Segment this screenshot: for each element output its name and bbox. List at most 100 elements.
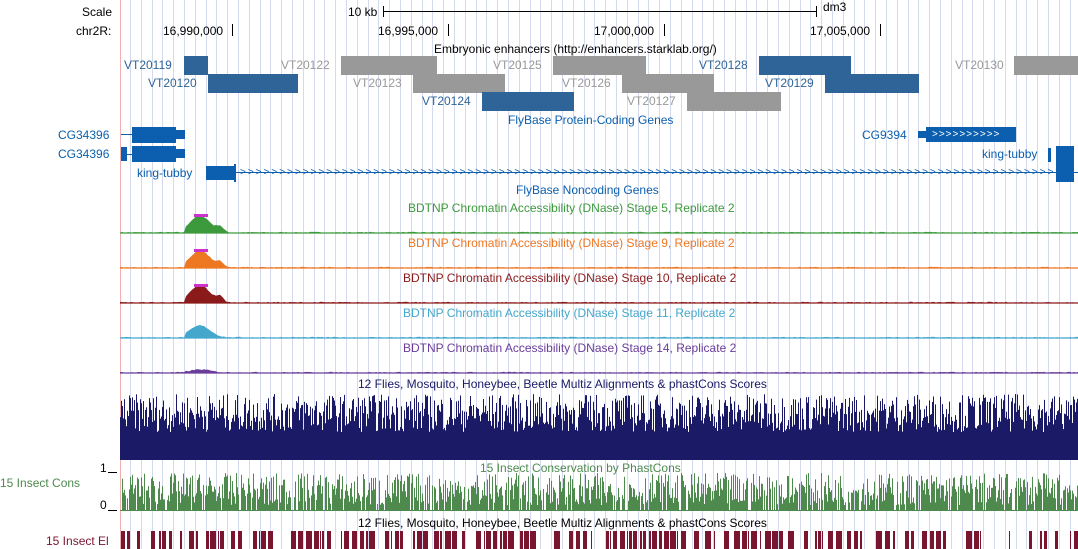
conserved-element[interactable] xyxy=(445,531,451,549)
conserved-element[interactable] xyxy=(320,531,321,549)
conserved-element[interactable] xyxy=(681,531,686,549)
conserved-element[interactable] xyxy=(440,531,442,549)
conserved-element[interactable] xyxy=(259,531,260,549)
conserved-element[interactable] xyxy=(1029,531,1032,549)
conserved-element[interactable] xyxy=(1055,531,1058,549)
conserved-element[interactable] xyxy=(860,531,862,549)
conserved-element[interactable] xyxy=(508,531,514,549)
enhancer-label[interactable]: VT20123 xyxy=(353,76,402,90)
conserved-element[interactable] xyxy=(189,531,194,549)
conserved-element[interactable] xyxy=(705,531,711,549)
conserved-element[interactable] xyxy=(360,531,364,549)
enhancer-block[interactable] xyxy=(622,74,714,93)
conserved-element[interactable] xyxy=(493,531,497,549)
conserved-element[interactable] xyxy=(344,531,349,549)
conserved-element[interactable] xyxy=(1074,531,1078,549)
conserved-element[interactable] xyxy=(210,531,216,549)
conserved-element[interactable] xyxy=(500,531,502,549)
conserved-element[interactable] xyxy=(291,531,296,549)
conserved-element[interactable] xyxy=(576,531,580,549)
elements-side-label[interactable]: 15 Insect El xyxy=(46,534,109,548)
gene-label[interactable]: king-tubby xyxy=(982,147,1038,161)
enhancer-label[interactable]: VT20130 xyxy=(955,58,1004,72)
conserved-element[interactable] xyxy=(652,531,657,549)
conserved-element[interactable] xyxy=(583,531,587,549)
conserved-element[interactable] xyxy=(1040,531,1042,549)
enhancer-label[interactable]: VT20129 xyxy=(765,76,814,90)
conserved-element[interactable] xyxy=(659,531,662,549)
conserved-element[interactable] xyxy=(1044,531,1047,549)
conserved-element[interactable] xyxy=(748,531,749,549)
conserved-element[interactable] xyxy=(974,531,979,549)
conserved-element[interactable] xyxy=(341,531,342,549)
conserved-element[interactable] xyxy=(936,531,941,549)
conserved-element[interactable] xyxy=(218,531,219,549)
conserved-element[interactable] xyxy=(943,531,946,549)
conserved-element[interactable] xyxy=(486,531,491,549)
conserved-element[interactable] xyxy=(121,531,125,549)
conserved-element[interactable] xyxy=(620,531,625,549)
enhancer-block[interactable] xyxy=(482,92,574,111)
conserved-element[interactable] xyxy=(366,531,368,549)
conserved-element[interactable] xyxy=(314,531,319,549)
conserved-element[interactable] xyxy=(640,531,642,549)
enhancer-label[interactable]: VT20120 xyxy=(148,76,197,90)
conserved-element[interactable] xyxy=(162,531,166,549)
conserved-element[interactable] xyxy=(395,531,399,549)
cons-side-label[interactable]: 15 Insect Cons xyxy=(0,476,81,490)
conserved-element[interactable] xyxy=(633,531,637,549)
conserved-element[interactable] xyxy=(400,531,403,549)
gene-label[interactable]: CG34396 xyxy=(58,128,110,142)
conserved-element[interactable] xyxy=(649,531,651,549)
conserved-element[interactable] xyxy=(694,531,699,549)
conserved-element[interactable] xyxy=(137,531,140,549)
conserved-element[interactable] xyxy=(788,531,794,549)
conserved-element[interactable] xyxy=(231,531,235,549)
conserved-element[interactable] xyxy=(452,531,457,549)
conserved-element[interactable] xyxy=(818,531,821,549)
conserved-element[interactable] xyxy=(261,531,266,549)
conserved-element[interactable] xyxy=(714,531,715,549)
conserved-element[interactable] xyxy=(876,531,882,549)
conserved-element[interactable] xyxy=(220,531,224,549)
conserved-element[interactable] xyxy=(930,531,934,549)
conserved-element[interactable] xyxy=(1009,531,1010,549)
conserved-element[interactable] xyxy=(893,531,895,549)
conserved-element[interactable] xyxy=(462,531,465,549)
conserved-element[interactable] xyxy=(306,531,312,549)
enhancer-label[interactable]: VT20124 xyxy=(422,94,471,108)
enhancer-label[interactable]: VT20126 xyxy=(562,76,611,90)
conserved-element[interactable] xyxy=(476,531,481,549)
conserved-element[interactable] xyxy=(677,531,678,549)
conserved-element[interactable] xyxy=(724,531,729,549)
conserved-element[interactable] xyxy=(664,531,669,549)
conserved-element[interactable] xyxy=(980,531,981,549)
conserved-element[interactable] xyxy=(734,531,740,549)
conserved-element[interactable] xyxy=(627,531,628,549)
conserved-element[interactable] xyxy=(253,531,257,549)
conserved-element[interactable] xyxy=(524,531,529,549)
conserved-element[interactable] xyxy=(417,531,422,549)
enhancer-label[interactable]: VT20119 xyxy=(124,58,172,72)
conserved-element[interactable] xyxy=(804,531,808,549)
conserved-element[interactable] xyxy=(847,531,851,549)
gene-label[interactable]: CG34396 xyxy=(58,147,110,161)
enhancer-block[interactable] xyxy=(413,74,505,93)
gene-label[interactable]: king-tubby xyxy=(137,166,193,180)
enhancer-label[interactable]: VT20128 xyxy=(699,58,748,72)
conserved-element[interactable] xyxy=(670,531,676,549)
conserved-element[interactable] xyxy=(911,531,914,549)
conserved-element[interactable] xyxy=(905,531,909,549)
conserved-element[interactable] xyxy=(591,531,592,549)
conserved-element[interactable] xyxy=(327,531,331,549)
conserved-element[interactable] xyxy=(779,531,783,549)
enhancer-block[interactable] xyxy=(208,74,298,93)
conserved-element[interactable] xyxy=(815,531,817,549)
conserved-element[interactable] xyxy=(127,531,130,549)
conserved-element[interactable] xyxy=(434,531,439,549)
conserved-element[interactable] xyxy=(613,531,617,549)
enhancer-block[interactable] xyxy=(1014,56,1078,75)
conserved-element[interactable] xyxy=(206,531,209,549)
conserved-element[interactable] xyxy=(391,531,392,549)
